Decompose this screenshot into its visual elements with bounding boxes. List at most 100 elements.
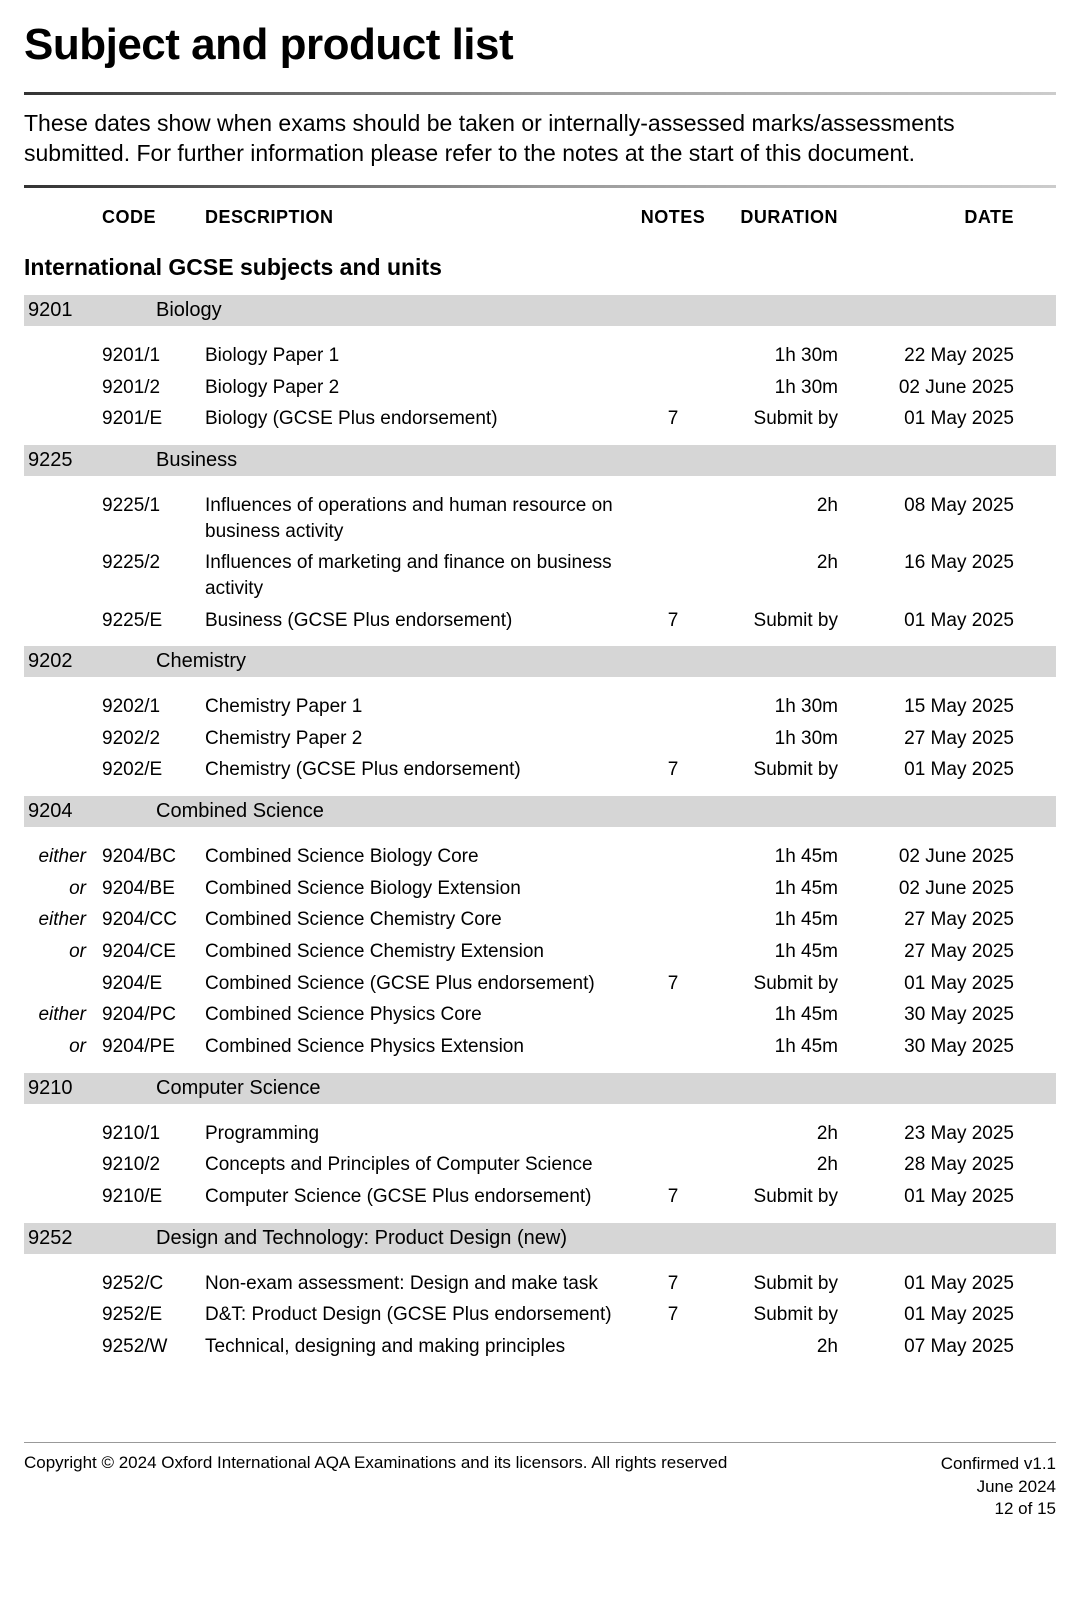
unit-description: Combined Science (GCSE Plus endorsement) [205, 971, 625, 997]
unit-duration: 1h 30m [721, 726, 846, 752]
unit-duration: Submit by [721, 971, 846, 997]
unit-row: either9204/CCCombined Science Chemistry … [24, 904, 1056, 936]
unit-duration: Submit by [721, 1184, 846, 1210]
unit-duration: 2h [721, 550, 846, 576]
unit-duration: 1h 45m [721, 907, 846, 933]
page-title: Subject and product list [24, 20, 1056, 70]
unit-description: Chemistry Paper 1 [205, 694, 625, 720]
unit-code: 9210/1 [102, 1121, 197, 1147]
col-description: DESCRIPTION [205, 205, 625, 229]
unit-description: Influences of operations and human resou… [205, 493, 625, 544]
subject-name: Combined Science [156, 800, 1050, 823]
subject-header: 9202Chemistry [24, 646, 1056, 677]
unit-row: 9204/E Combined Science (GCSE Plus endors… [24, 968, 1056, 1000]
unit-notes: 7 [633, 1271, 713, 1297]
unit-notes: 7 [633, 1184, 713, 1210]
unit-row: 9201/2Biology Paper 21h 30m02 June 2025 [24, 372, 1056, 404]
unit-date: 27 May 2025 [854, 726, 1014, 752]
unit-date: 02 June 2025 [854, 375, 1014, 401]
unit-date: 28 May 2025 [854, 1152, 1014, 1178]
unit-block: 9225/1 Influences of operations and human… [24, 490, 1056, 636]
unit-description: Programming [205, 1121, 625, 1147]
subject-header: 9210Computer Science [24, 1073, 1056, 1104]
unit-duration: 1h 45m [721, 876, 846, 902]
subjects-container: 9201Biology 9201/1Biology Paper 11h 30m22… [24, 295, 1056, 1362]
unit-row: or 9204/BE Combined Science Biology Extens… [24, 873, 1056, 905]
section-title: International GCSE subjects and units [24, 254, 1056, 281]
unit-row: 9225/1 Influences of operations and human… [24, 490, 1056, 547]
unit-date: 27 May 2025 [854, 907, 1014, 933]
unit-date: 30 May 2025 [854, 1034, 1014, 1060]
unit-prefix: or [24, 876, 94, 902]
unit-code: 9202/2 [102, 726, 197, 752]
unit-date: 15 May 2025 [854, 694, 1014, 720]
unit-date: 01 May 2025 [854, 1184, 1014, 1210]
unit-block: 9252/CNon-exam assessment: Design and ma… [24, 1268, 1056, 1363]
unit-code: 9202/1 [102, 694, 197, 720]
subject-header: 9252Design and Technology: Product Desig… [24, 1223, 1056, 1254]
unit-prefix: or [24, 1034, 94, 1060]
unit-code: 9202/E [102, 757, 197, 783]
unit-description: Combined Science Chemistry Extension [205, 939, 625, 965]
divider-mid [24, 185, 1056, 188]
footer-version: Confirmed v1.1 [941, 1453, 1056, 1475]
unit-code: 9204/BC [102, 844, 197, 870]
unit-duration: 2h [721, 493, 846, 519]
unit-code: 9252/C [102, 1271, 197, 1297]
unit-duration: 1h 45m [721, 844, 846, 870]
unit-description: Business (GCSE Plus endorsement) [205, 608, 625, 634]
unit-code: 9204/CC [102, 907, 197, 933]
subject-name: Business [156, 449, 1050, 472]
unit-date: 01 May 2025 [854, 406, 1014, 432]
unit-description: Chemistry (GCSE Plus endorsement) [205, 757, 625, 783]
unit-description: Biology (GCSE Plus endorsement) [205, 406, 625, 432]
unit-date: 01 May 2025 [854, 971, 1014, 997]
column-header-row: CODE DESCRIPTION NOTES DURATION DATE [24, 202, 1056, 232]
unit-row: 9201/1Biology Paper 11h 30m22 May 2025 [24, 340, 1056, 372]
unit-row: 9202/2Chemistry Paper 21h 30m27 May 2025 [24, 723, 1056, 755]
intro-text: These dates show when exams should be ta… [24, 109, 1056, 169]
subject-code: 9210 [26, 1077, 156, 1100]
subject-code: 9204 [26, 800, 156, 823]
unit-duration: Submit by [721, 406, 846, 432]
unit-code: 9204/E [102, 971, 197, 997]
unit-prefix: or [24, 939, 94, 965]
unit-code: 9204/PC [102, 1002, 197, 1028]
unit-code: 9225/1 [102, 493, 197, 519]
unit-duration: Submit by [721, 757, 846, 783]
unit-block: 9201/1Biology Paper 11h 30m22 May 2025 92… [24, 340, 1056, 435]
unit-date: 01 May 2025 [854, 1271, 1014, 1297]
unit-description: Computer Science (GCSE Plus endorsement) [205, 1184, 625, 1210]
unit-code: 9204/BE [102, 876, 197, 902]
unit-duration: 2h [721, 1334, 846, 1360]
unit-row: or 9204/CE Combined Science Chemistry Exte… [24, 936, 1056, 968]
unit-date: 30 May 2025 [854, 1002, 1014, 1028]
unit-duration: 1h 30m [721, 375, 846, 401]
unit-description: Combined Science Chemistry Core [205, 907, 625, 933]
unit-description: D&T: Product Design (GCSE Plus endorseme… [205, 1302, 625, 1328]
divider-top [24, 92, 1056, 95]
subject-header: 9201Biology [24, 295, 1056, 326]
unit-description: Combined Science Biology Extension [205, 876, 625, 902]
unit-notes: 7 [633, 608, 713, 634]
subject-name: Biology [156, 299, 1050, 322]
subject-code: 9225 [26, 449, 156, 472]
unit-duration: Submit by [721, 1271, 846, 1297]
unit-duration: 2h [721, 1152, 846, 1178]
unit-description: Biology Paper 1 [205, 343, 625, 369]
unit-description: Influences of marketing and finance on b… [205, 550, 625, 601]
unit-block: 9210/1Programming2h23 May 20259210/2Conc… [24, 1118, 1056, 1213]
unit-description: Combined Science Biology Core [205, 844, 625, 870]
unit-date: 02 June 2025 [854, 876, 1014, 902]
unit-block: 9202/1 Chemistry Paper 1 1h 30m 15 May 2025… [24, 691, 1056, 786]
unit-row: 9202/1 Chemistry Paper 1 1h 30m 15 May 2025 [24, 691, 1056, 723]
unit-duration: Submit by [721, 608, 846, 634]
unit-date: 22 May 2025 [854, 343, 1014, 369]
unit-row: 9210/2Concepts and Principles of Compute… [24, 1149, 1056, 1181]
unit-duration: 1h 30m [721, 694, 846, 720]
unit-code: 9201/2 [102, 375, 197, 401]
unit-code: 9204/CE [102, 939, 197, 965]
unit-duration: 1h 45m [721, 1002, 846, 1028]
unit-date: 27 May 2025 [854, 939, 1014, 965]
unit-prefix: either [24, 844, 94, 870]
